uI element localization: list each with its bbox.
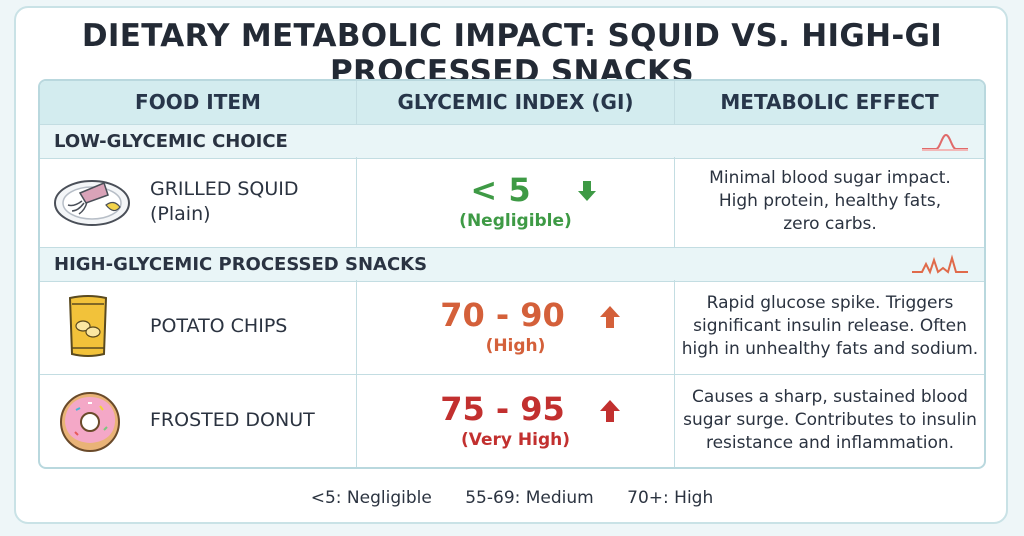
squid-plate-icon	[54, 180, 130, 226]
column-divider	[356, 81, 357, 124]
donut-icon	[60, 392, 120, 452]
effect-line: resistance and inflammation.	[705, 433, 955, 453]
arrow-up-icon	[600, 400, 620, 422]
food-name-note: (Plain)	[150, 203, 211, 225]
column-divider	[356, 280, 357, 374]
metabolic-effect-squid: Minimal blood sugar impact. High protein…	[676, 167, 984, 236]
food-name-chips: POTATO CHIPS	[150, 315, 288, 337]
legend-item: 55-69: Medium	[465, 488, 594, 508]
table-row-squid: GRILLED SQUID (Plain) < 5 (Negligible) M…	[40, 157, 984, 248]
gi-label: (Negligible)	[459, 211, 572, 231]
header-food-item: FOOD ITEM	[135, 90, 261, 114]
section-high-glycemic: HIGH-GLYCEMIC PROCESSED SNACKS	[40, 247, 984, 282]
metabolic-effect-chips: Rapid glucose spike. Triggers significan…	[676, 292, 984, 361]
gi-rating-squid: < 5 (Negligible)	[357, 171, 674, 231]
effect-line: sugar surge. Contributes to insulin	[683, 410, 977, 430]
section-low-glycemic: LOW-GLYCEMIC CHOICE	[40, 124, 984, 159]
effect-line: high in unhealthy fats and sodium.	[681, 339, 979, 359]
effect-line: Causes a sharp, sustained blood	[692, 387, 968, 407]
gi-value: 70 - 90	[440, 296, 565, 334]
gi-rating-chips: 70 - 90 (High)	[357, 296, 674, 356]
legend-item: <5: Negligible	[310, 488, 432, 508]
column-divider	[356, 157, 357, 247]
metabolic-effect-donut: Causes a sharp, sustained blood sugar su…	[676, 386, 984, 455]
column-divider	[674, 280, 675, 374]
comparison-table: FOOD ITEM GLYCEMIC INDEX (GI) RATING MET…	[38, 79, 986, 469]
gi-value: < 5	[470, 171, 531, 209]
column-divider	[674, 374, 675, 467]
spike-curve-icon	[912, 254, 968, 275]
gi-rating-donut: 75 - 95 (Very High)	[357, 390, 674, 450]
column-divider	[674, 81, 675, 124]
section-label: HIGH-GLYCEMIC PROCESSED SNACKS	[54, 254, 428, 275]
effect-line: Rapid glucose spike. Triggers	[706, 293, 954, 313]
header-metabolic-effect: METABOLIC EFFECT	[720, 90, 939, 114]
food-name-line: GRILLED SQUID	[150, 178, 299, 200]
column-divider	[674, 157, 675, 247]
table-header: FOOD ITEM GLYCEMIC INDEX (GI) RATING MET…	[40, 81, 984, 157]
legend-item: 70+: High	[627, 488, 714, 508]
arrow-down-icon	[578, 181, 596, 201]
effect-line: significant insulin release. Often	[693, 316, 967, 336]
effect-line: Minimal blood sugar impact.	[709, 168, 951, 188]
column-divider	[356, 374, 357, 467]
effect-line: zero carbs.	[783, 214, 877, 234]
chips-bag-icon	[68, 295, 108, 357]
section-label: LOW-GLYCEMIC CHOICE	[54, 131, 288, 152]
gi-label: (Very High)	[460, 430, 570, 450]
effect-line: High protein, healthy fats,	[718, 191, 942, 211]
header-gi-rating: GLYCEMIC INDEX (GI) RATING	[397, 90, 634, 157]
table-row-chips: POTATO CHIPS 70 - 90 (High) Rapid glucos…	[40, 280, 984, 375]
table-row-donut: FROSTED DONUT 75 - 95 (Very High) Causes…	[40, 374, 984, 467]
flat-curve-icon	[922, 133, 968, 151]
food-name-donut: FROSTED DONUT	[150, 409, 315, 431]
food-name-squid: GRILLED SQUID (Plain)	[150, 177, 299, 227]
gi-legend: <5: Negligible 55-69: Medium 70+: High	[0, 488, 1024, 508]
arrow-up-icon	[600, 306, 620, 328]
gi-value: 75 - 95	[440, 390, 565, 428]
gi-label: (High)	[485, 336, 546, 356]
